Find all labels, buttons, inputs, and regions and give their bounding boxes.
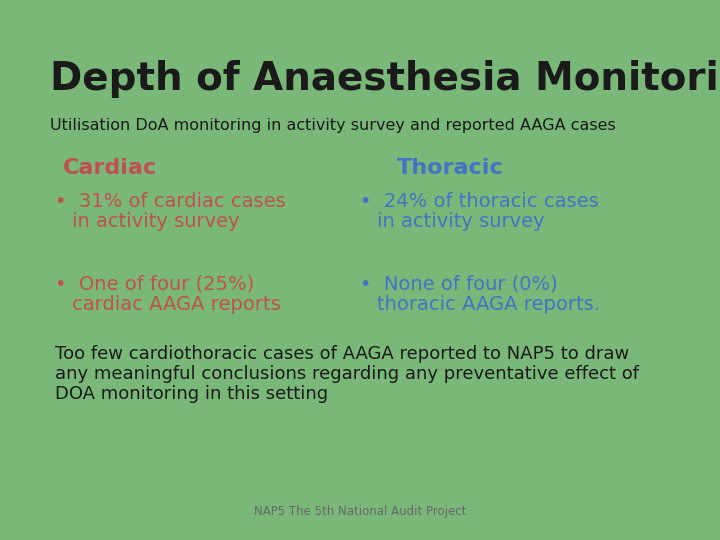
Text: any meaningful conclusions regarding any preventative effect of: any meaningful conclusions regarding any… bbox=[55, 365, 639, 383]
Text: in activity survey: in activity survey bbox=[72, 212, 240, 231]
Text: DOA monitoring in this setting: DOA monitoring in this setting bbox=[55, 385, 328, 403]
Text: •  None of four (0%): • None of four (0%) bbox=[360, 275, 558, 294]
Text: NAP5 The 5th National Audit Project: NAP5 The 5th National Audit Project bbox=[254, 505, 466, 518]
Text: Cardiac: Cardiac bbox=[63, 158, 157, 178]
Text: •  One of four (25%): • One of four (25%) bbox=[55, 275, 254, 294]
Text: thoracic AAGA reports.: thoracic AAGA reports. bbox=[377, 295, 600, 314]
Text: Too few cardiothoracic cases of AAGA reported to NAP5 to draw: Too few cardiothoracic cases of AAGA rep… bbox=[55, 345, 629, 363]
Text: •  24% of thoracic cases: • 24% of thoracic cases bbox=[360, 192, 599, 211]
Text: Depth of Anaesthesia Monitoring: Depth of Anaesthesia Monitoring bbox=[50, 60, 720, 98]
Text: Thoracic: Thoracic bbox=[397, 158, 503, 178]
Text: Utilisation DoA monitoring in activity survey and reported AAGA cases: Utilisation DoA monitoring in activity s… bbox=[50, 118, 616, 133]
Text: in activity survey: in activity survey bbox=[377, 212, 544, 231]
Text: cardiac AAGA reports: cardiac AAGA reports bbox=[72, 295, 281, 314]
Text: •  31% of cardiac cases: • 31% of cardiac cases bbox=[55, 192, 286, 211]
